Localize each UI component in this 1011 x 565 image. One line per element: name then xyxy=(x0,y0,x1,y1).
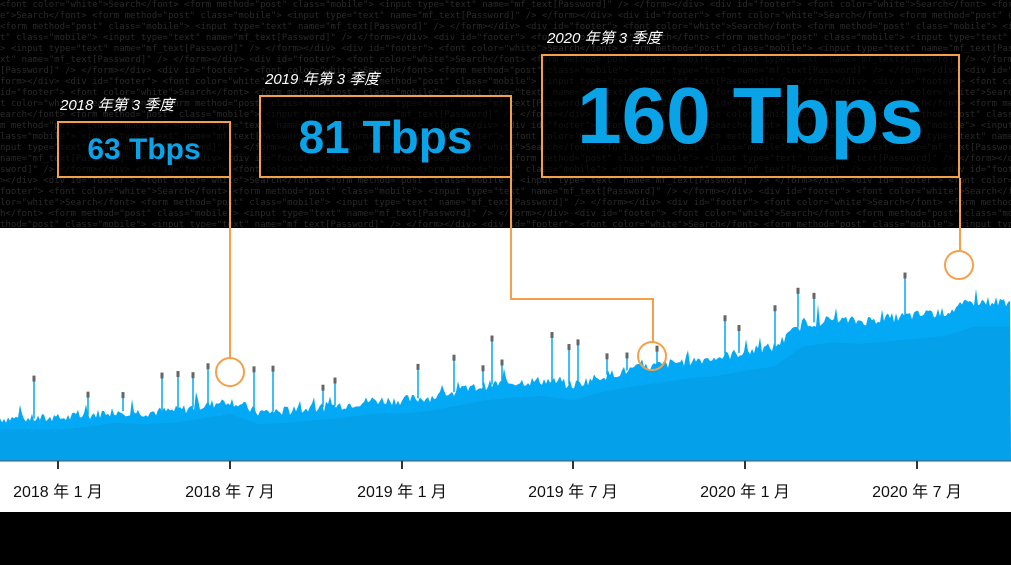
traffic-area xyxy=(0,288,1011,461)
spike-tip xyxy=(812,292,816,299)
spike-tip xyxy=(625,352,629,359)
spike-tip xyxy=(576,339,580,346)
spike-tip xyxy=(500,359,504,366)
callout-peak-circle xyxy=(637,341,667,371)
spike-tip xyxy=(903,272,907,279)
spike-tip xyxy=(191,372,195,379)
spike-layer xyxy=(32,272,907,419)
callout-box-2018-q3: 63 Tbps xyxy=(57,121,231,178)
callout-box-2019-q3: 81 Tbps xyxy=(259,95,512,178)
x-tick-label: 2020 年 1 月 xyxy=(700,484,790,501)
callout-value-2018-q3: 63 Tbps xyxy=(87,132,201,166)
spike-tip xyxy=(271,365,275,372)
spike-tip xyxy=(723,315,727,322)
x-tick-label: 2020 年 7 月 xyxy=(872,484,962,501)
spike-tip xyxy=(452,354,456,361)
spike-tip xyxy=(252,366,256,373)
spike-tip xyxy=(160,372,164,379)
spike-tip xyxy=(481,365,485,372)
callout-value-2020-q3: 160 Tbps xyxy=(577,71,924,160)
callout-peak-circle xyxy=(944,250,974,280)
spike-tip xyxy=(605,353,609,360)
spike-tip xyxy=(32,375,36,382)
x-tick-label: 2018 年 1 月 xyxy=(13,484,103,501)
callout-label-2019-q3: 2019 年第 3 季度 xyxy=(265,71,380,88)
callout-connector xyxy=(510,178,654,342)
spike-tip xyxy=(333,377,337,384)
spike-tip xyxy=(121,392,125,399)
callout-peak-circle xyxy=(215,357,245,387)
spike-tip xyxy=(416,363,420,370)
spike-tip xyxy=(567,344,571,351)
area-layer xyxy=(0,288,1011,461)
spike-tip xyxy=(655,345,659,352)
x-tick-label: 2018 年 7 月 xyxy=(185,484,275,501)
spike-tip xyxy=(176,371,180,378)
x-tick-label: 2019 年 7 月 xyxy=(528,484,618,501)
spike-tip xyxy=(737,325,741,332)
spike-tip xyxy=(773,305,777,312)
spike-tip xyxy=(550,331,554,338)
callout-label-2018-q3: 2018 年第 3 季度 xyxy=(60,97,175,114)
spike-tip xyxy=(206,363,210,370)
callout-box-2020-q3: 160 Tbps xyxy=(541,54,960,178)
callout-value-2019-q3: 81 Tbps xyxy=(298,110,473,163)
spike-tip xyxy=(796,287,800,294)
callout-label-2020-q3: 2020 年第 3 季度 xyxy=(547,30,662,47)
spike-tip xyxy=(321,384,325,391)
tick-layer xyxy=(57,461,918,469)
spike-tip xyxy=(86,391,90,398)
x-tick-label: 2019 年 1 月 xyxy=(357,484,447,501)
connector-layer xyxy=(215,178,974,387)
spike-tip xyxy=(490,335,494,342)
traffic-area-band xyxy=(0,326,1011,461)
